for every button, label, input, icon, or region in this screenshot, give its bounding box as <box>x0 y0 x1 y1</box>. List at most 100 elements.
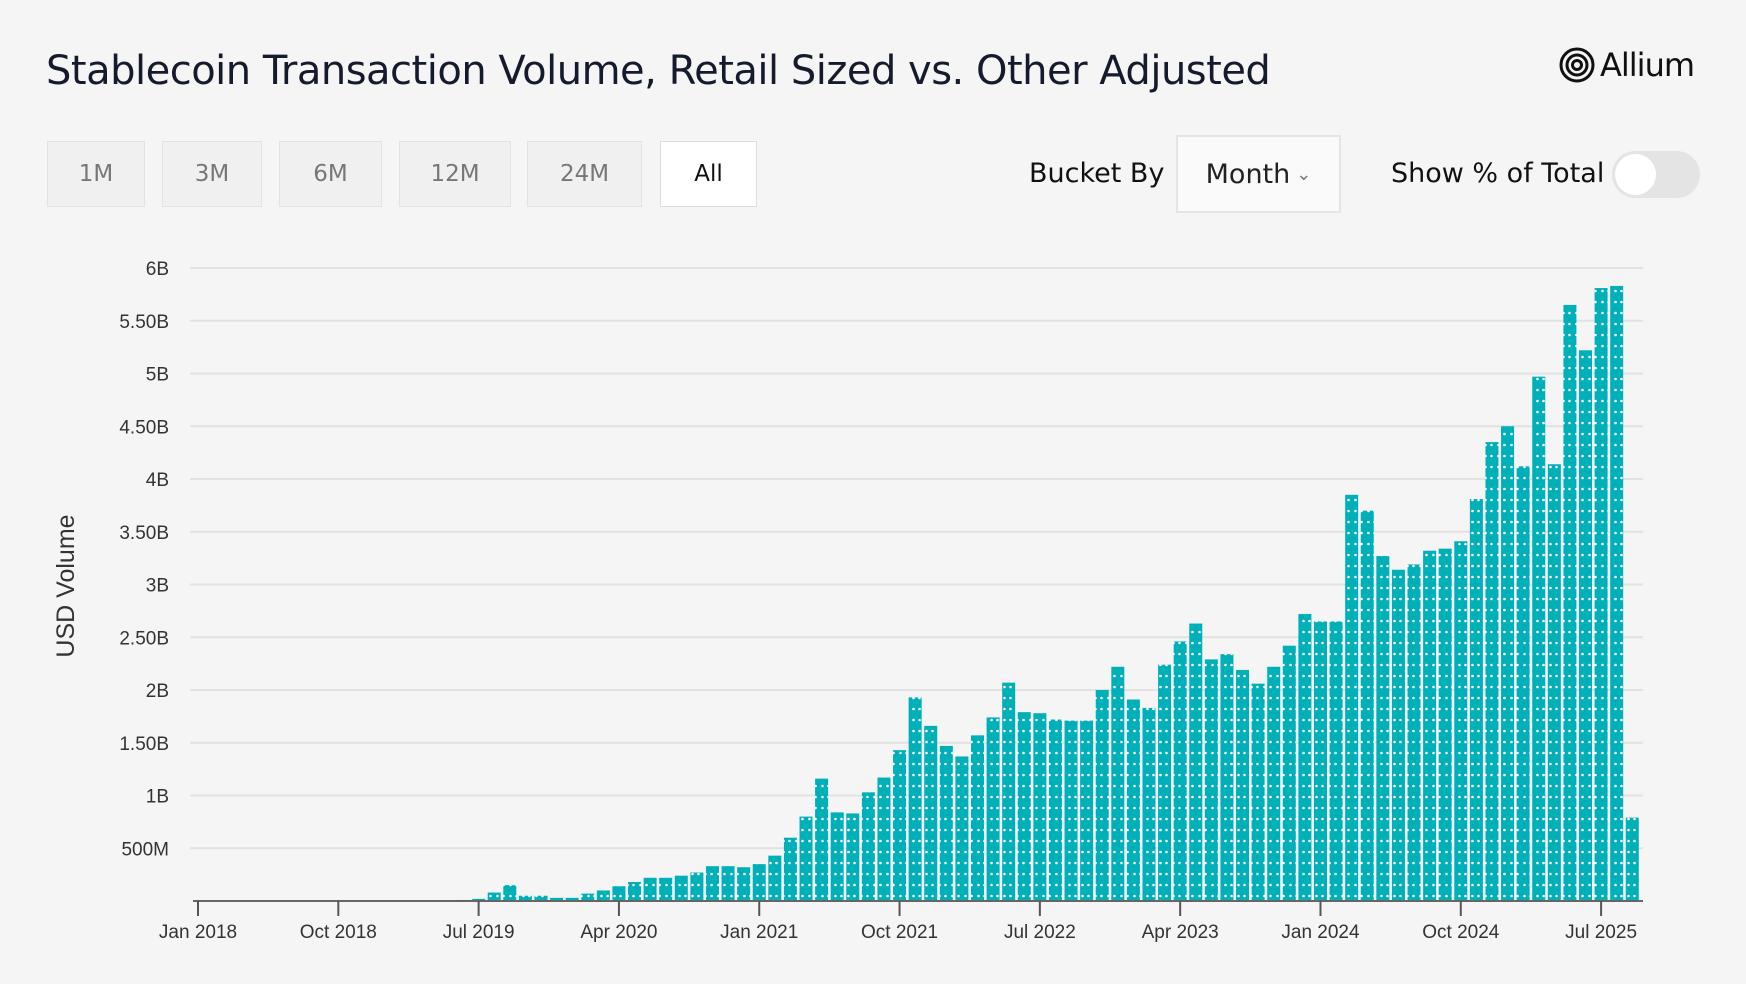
bar[interactable] <box>1501 426 1515 901</box>
bar[interactable] <box>1610 285 1624 901</box>
allium-rings-icon <box>1559 47 1595 83</box>
bar[interactable] <box>971 735 984 901</box>
bar[interactable] <box>830 812 844 901</box>
y-tick-label: 4.50B <box>119 417 169 438</box>
bar[interactable] <box>550 897 564 901</box>
bar[interactable] <box>1080 720 1094 901</box>
bar[interactable] <box>674 875 688 901</box>
y-tick-label: 2.50B <box>119 628 169 649</box>
x-tick-label: Apr 2020 <box>580 922 657 943</box>
bar[interactable] <box>1547 464 1561 901</box>
bar[interactable] <box>1251 683 1265 901</box>
bar[interactable] <box>596 890 610 901</box>
bar[interactable] <box>1360 510 1374 901</box>
bar[interactable] <box>643 877 657 901</box>
y-tick-label: 1B <box>146 787 169 808</box>
bar[interactable] <box>1532 376 1546 901</box>
bar[interactable] <box>1111 666 1125 901</box>
bar[interactable] <box>1204 659 1218 901</box>
bar[interactable] <box>1579 350 1593 901</box>
x-tick-label: Jan 2018 <box>159 922 237 943</box>
y-tick-label: 2B <box>146 681 169 702</box>
bar[interactable] <box>1313 621 1327 901</box>
bar[interactable] <box>503 885 517 901</box>
range-button-3m[interactable]: 3M <box>162 141 262 207</box>
bar[interactable] <box>1563 304 1577 901</box>
chevron-down-icon: ⌄ <box>1296 163 1312 185</box>
y-tick-label: 4B <box>146 470 169 491</box>
bar[interactable] <box>737 867 751 901</box>
bar[interactable] <box>1282 645 1296 901</box>
bar[interactable] <box>955 756 969 901</box>
bar[interactable] <box>1033 713 1047 901</box>
bar[interactable] <box>1189 623 1203 901</box>
range-button-all[interactable]: All <box>660 141 757 207</box>
bar[interactable] <box>1454 541 1468 901</box>
bar[interactable] <box>1485 442 1499 901</box>
bar[interactable] <box>1267 666 1281 901</box>
bar[interactable] <box>783 837 797 901</box>
x-tick-label: Jul 2022 <box>1004 922 1076 943</box>
bar[interactable] <box>534 895 548 901</box>
bar[interactable] <box>1516 466 1530 901</box>
bar[interactable] <box>986 717 1000 901</box>
bar[interactable] <box>939 745 953 901</box>
bar[interactable] <box>1048 719 1062 901</box>
bar[interactable] <box>1158 664 1172 901</box>
bar[interactable] <box>1594 288 1608 901</box>
x-tick-label: Jan 2021 <box>720 922 798 943</box>
x-tick-label: Jul 2019 <box>443 922 515 943</box>
bar[interactable] <box>861 792 875 901</box>
bar[interactable] <box>1064 720 1078 901</box>
bar[interactable] <box>628 882 642 901</box>
bar[interactable] <box>1407 564 1421 901</box>
bar[interactable] <box>1126 699 1140 901</box>
bar[interactable] <box>565 897 579 901</box>
bar[interactable] <box>908 697 922 901</box>
show-pct-toggle[interactable] <box>1612 151 1700 198</box>
bar[interactable] <box>659 877 673 901</box>
y-tick-label: 500M <box>121 839 169 860</box>
bar[interactable] <box>1002 682 1016 901</box>
bar[interactable] <box>1220 654 1234 901</box>
bar[interactable] <box>1329 621 1343 901</box>
bar[interactable] <box>924 725 938 901</box>
bar[interactable] <box>1095 690 1109 901</box>
y-tick-label: 5.50B <box>119 312 169 333</box>
bar[interactable] <box>612 886 626 901</box>
y-tick-label: 5B <box>146 365 169 386</box>
bar[interactable] <box>690 872 704 901</box>
bar[interactable] <box>1017 712 1031 901</box>
bar[interactable] <box>752 864 766 901</box>
bar[interactable] <box>1345 494 1359 901</box>
bar[interactable] <box>815 778 829 901</box>
y-tick-label: 1.50B <box>119 734 169 755</box>
range-button-24m[interactable]: 24M <box>527 141 642 207</box>
bar[interactable] <box>487 892 501 901</box>
bar[interactable] <box>1625 817 1639 901</box>
bar[interactable] <box>846 813 860 901</box>
bar[interactable] <box>893 750 907 901</box>
bar[interactable] <box>518 895 532 901</box>
bar[interactable] <box>1391 569 1405 901</box>
bar[interactable] <box>1469 499 1483 901</box>
bar[interactable] <box>768 855 782 901</box>
bar[interactable] <box>705 866 719 901</box>
bar[interactable] <box>1142 707 1156 901</box>
bar[interactable] <box>581 893 595 901</box>
bar[interactable] <box>1376 556 1390 901</box>
bar[interactable] <box>1438 548 1452 901</box>
range-button-12m[interactable]: 12M <box>399 141 511 207</box>
bar[interactable] <box>721 866 735 901</box>
bar[interactable] <box>799 816 813 901</box>
bar[interactable] <box>877 777 891 901</box>
bar[interactable] <box>472 898 486 901</box>
range-button-6m[interactable]: 6M <box>279 141 382 207</box>
bar[interactable] <box>1423 550 1437 901</box>
bucket-value: Month <box>1205 158 1291 190</box>
bar[interactable] <box>1236 669 1250 901</box>
bar[interactable] <box>1173 641 1187 901</box>
bucket-dropdown[interactable]: Month ⌄ <box>1176 135 1341 213</box>
bar[interactable] <box>1298 614 1312 901</box>
range-button-1m[interactable]: 1M <box>47 141 145 207</box>
